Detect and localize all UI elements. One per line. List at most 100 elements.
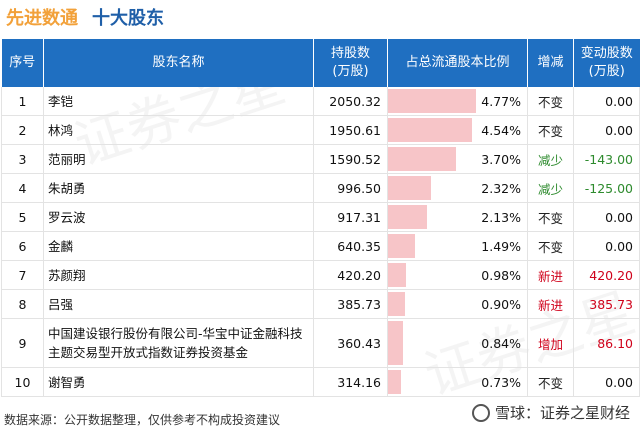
cell-delta: 385.73 bbox=[573, 289, 640, 319]
cell-no: 2 bbox=[1, 115, 44, 145]
col-header-no: 序号 bbox=[1, 39, 44, 87]
ratio-value: 0.90% bbox=[481, 296, 521, 312]
cell-shareholder-name: 谢智勇 bbox=[43, 367, 314, 397]
cell-shares: 1590.52 bbox=[313, 144, 388, 174]
cell-no: 5 bbox=[1, 202, 44, 232]
table-row: 7 苏颜翔 420.20 0.98% 新进 420.20 bbox=[1, 260, 640, 290]
ratio-value: 4.54% bbox=[481, 122, 521, 138]
cell-delta: 0.00 bbox=[573, 231, 640, 261]
ratio-bar bbox=[388, 370, 401, 394]
col-header-name: 股东名称 bbox=[43, 39, 314, 87]
cell-change: 减少 bbox=[527, 144, 574, 174]
table-row: 6 金麟 640.35 1.49% 不变 0.00 bbox=[1, 231, 640, 261]
cell-ratio: 2.32% bbox=[387, 173, 528, 203]
ratio-value: 0.84% bbox=[481, 335, 521, 351]
col-header-shares: 持股数 (万股) bbox=[313, 39, 388, 87]
cell-shareholder-name: 中国建设银行股份有限公司-华宝中证金融科技主题交易型开放式指数证券投资基金 bbox=[43, 318, 314, 368]
shareholder-table: 序号 股东名称 持股数 (万股) 占总流通股本比例 增减 变动股数 (万股) 1 李铠… bbox=[1, 39, 640, 397]
cell-ratio: 3.70% bbox=[387, 144, 528, 174]
ratio-value: 4.77% bbox=[481, 93, 521, 109]
cell-no: 1 bbox=[1, 87, 44, 116]
table-header-row: 序号 股东名称 持股数 (万股) 占总流通股本比例 增减 变动股数 (万股) bbox=[1, 39, 640, 87]
ratio-bar bbox=[388, 118, 472, 142]
ratio-value: 1.49% bbox=[481, 238, 521, 254]
cell-shares: 385.73 bbox=[313, 289, 388, 319]
cell-ratio: 1.49% bbox=[387, 231, 528, 261]
ratio-bar bbox=[388, 89, 476, 113]
ratio-bar bbox=[388, 321, 403, 365]
ratio-value: 2.32% bbox=[481, 180, 521, 196]
cell-change: 不变 bbox=[527, 87, 574, 116]
cell-shareholder-name: 罗云波 bbox=[43, 202, 314, 232]
cell-shares: 2050.32 bbox=[313, 87, 388, 116]
cell-delta: 420.20 bbox=[573, 260, 640, 290]
publisher-logo-text: 雪球：证券之星财经 bbox=[494, 404, 630, 422]
cell-delta: -125.00 bbox=[573, 173, 640, 203]
cell-ratio: 4.77% bbox=[387, 87, 528, 116]
cell-ratio: 0.90% bbox=[387, 289, 528, 319]
cell-delta: 0.00 bbox=[573, 115, 640, 145]
cell-change: 不变 bbox=[527, 367, 574, 397]
cell-no: 8 bbox=[1, 289, 44, 319]
cell-shareholder-name: 李铠 bbox=[43, 87, 314, 116]
cell-change: 增加 bbox=[527, 318, 574, 368]
cell-ratio: 0.84% bbox=[387, 318, 528, 368]
table-row: 2 林鸿 1950.61 4.54% 不变 0.00 bbox=[1, 115, 640, 145]
ratio-value: 0.73% bbox=[481, 374, 521, 390]
cell-delta: -143.00 bbox=[573, 144, 640, 174]
cell-ratio: 0.98% bbox=[387, 260, 528, 290]
cell-shares: 314.16 bbox=[313, 367, 388, 397]
page-title: 十大股东 bbox=[92, 8, 164, 29]
snowball-icon bbox=[471, 403, 490, 422]
cell-no: 10 bbox=[1, 367, 44, 397]
col-header-change: 增减 bbox=[527, 39, 574, 87]
cell-shareholder-name: 朱胡勇 bbox=[43, 173, 314, 203]
cell-no: 9 bbox=[1, 318, 44, 368]
cell-change: 新进 bbox=[527, 260, 574, 290]
cell-delta: 86.10 bbox=[573, 318, 640, 368]
cell-shares: 360.43 bbox=[313, 318, 388, 368]
table-row: 5 罗云波 917.31 2.13% 不变 0.00 bbox=[1, 202, 640, 232]
cell-shareholder-name: 苏颜翔 bbox=[43, 260, 314, 290]
col-header-ratio: 占总流通股本比例 bbox=[387, 39, 528, 87]
ratio-bar bbox=[388, 263, 406, 287]
cell-ratio: 4.54% bbox=[387, 115, 528, 145]
table-row: 3 范丽明 1590.52 3.70% 减少 -143.00 bbox=[1, 144, 640, 174]
table-row: 10 谢智勇 314.16 0.73% 不变 0.00 bbox=[1, 367, 640, 397]
ratio-bar bbox=[388, 176, 431, 200]
table-row: 4 朱胡勇 996.50 2.32% 减少 -125.00 bbox=[1, 173, 640, 203]
cell-shares: 996.50 bbox=[313, 173, 388, 203]
col-header-delta: 变动股数 (万股) bbox=[573, 39, 640, 87]
cell-shareholder-name: 吕强 bbox=[43, 289, 314, 319]
ratio-bar bbox=[388, 234, 415, 258]
ratio-bar bbox=[388, 147, 456, 171]
ratio-bar bbox=[388, 205, 427, 229]
cell-ratio: 0.73% bbox=[387, 367, 528, 397]
cell-change: 不变 bbox=[527, 202, 574, 232]
cell-shares: 917.31 bbox=[313, 202, 388, 232]
cell-no: 7 bbox=[1, 260, 44, 290]
cell-delta: 0.00 bbox=[573, 367, 640, 397]
cell-delta: 0.00 bbox=[573, 87, 640, 116]
cell-shareholder-name: 范丽明 bbox=[43, 144, 314, 174]
table-row: 9 中国建设银行股份有限公司-华宝中证金融科技主题交易型开放式指数证券投资基金 36… bbox=[1, 318, 640, 368]
cell-no: 6 bbox=[1, 231, 44, 261]
table-row: 8 吕强 385.73 0.90% 新进 385.73 bbox=[1, 289, 640, 319]
table-row: 1 李铠 2050.32 4.77% 不变 0.00 bbox=[1, 87, 640, 116]
ratio-value: 3.70% bbox=[481, 151, 521, 167]
ratio-bar bbox=[388, 292, 405, 316]
cell-change: 减少 bbox=[527, 173, 574, 203]
brand-name: 先进数通 bbox=[6, 8, 78, 29]
cell-shareholder-name: 金麟 bbox=[43, 231, 314, 261]
cell-change: 新进 bbox=[527, 289, 574, 319]
cell-shares: 420.20 bbox=[313, 260, 388, 290]
cell-no: 4 bbox=[1, 173, 44, 203]
cell-shares: 640.35 bbox=[313, 231, 388, 261]
cell-delta: 0.00 bbox=[573, 202, 640, 232]
cell-shares: 1950.61 bbox=[313, 115, 388, 145]
cell-change: 不变 bbox=[527, 231, 574, 261]
data-source-note: 数据来源：公开数据整理，仅供参考不构成投资建议 bbox=[4, 413, 281, 427]
ratio-value: 2.13% bbox=[481, 209, 521, 225]
ratio-value: 0.98% bbox=[481, 267, 521, 283]
cell-no: 3 bbox=[1, 144, 44, 174]
